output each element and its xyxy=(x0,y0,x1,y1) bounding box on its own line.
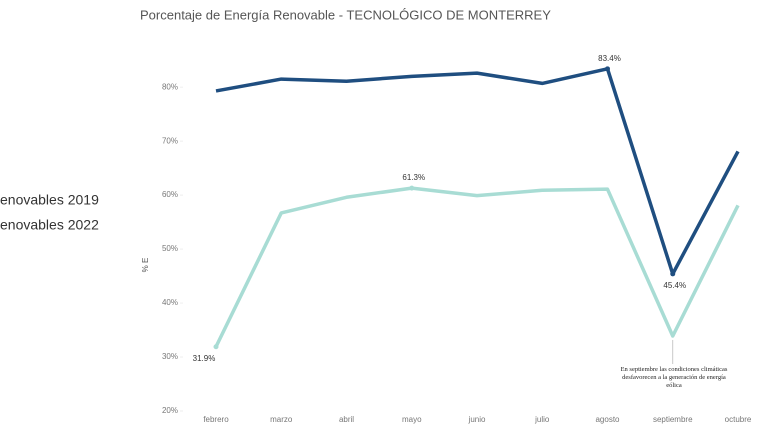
y-tick-label: 20% xyxy=(162,406,178,415)
chart-title: Porcentaje de Energía Renovable - TECNOL… xyxy=(140,7,551,22)
annotation: En septiembre las condiciones climáticas… xyxy=(612,364,736,392)
y-axis-label: % E xyxy=(141,258,150,273)
y-tick-label: 70% xyxy=(162,136,178,145)
value-label: 31.9% xyxy=(193,354,216,363)
y-tick-label: 40% xyxy=(162,298,178,307)
x-tick-label: abril xyxy=(339,415,354,424)
point xyxy=(670,271,676,277)
point xyxy=(605,66,610,72)
y-tick-label: 30% xyxy=(162,352,178,361)
x-tick-label: marzo xyxy=(270,415,293,424)
y-tick-label: 60% xyxy=(162,190,178,199)
value-label: 45.4% xyxy=(663,281,686,290)
x-tick-label: octubre xyxy=(725,415,752,424)
point xyxy=(213,344,219,350)
x-tick-label: mayo xyxy=(402,415,422,424)
value-label: 83.4% xyxy=(598,54,621,63)
y-tick-label: 80% xyxy=(162,82,178,91)
value-label: 61.3% xyxy=(402,173,425,182)
x-tick-label: agosto xyxy=(595,415,620,424)
x-tick-label: febrero xyxy=(203,415,229,424)
y-tick-label: 50% xyxy=(162,244,178,253)
x-tick-label: julio xyxy=(534,415,550,424)
legend-label: enovables 2022 xyxy=(0,217,99,233)
series-line xyxy=(215,67,740,276)
legend-label: enovables 2019 xyxy=(0,192,99,208)
point xyxy=(409,185,415,191)
x-tick-label: septiembre xyxy=(653,415,693,424)
x-tick-label: junio xyxy=(468,415,486,424)
series-line xyxy=(214,186,740,348)
